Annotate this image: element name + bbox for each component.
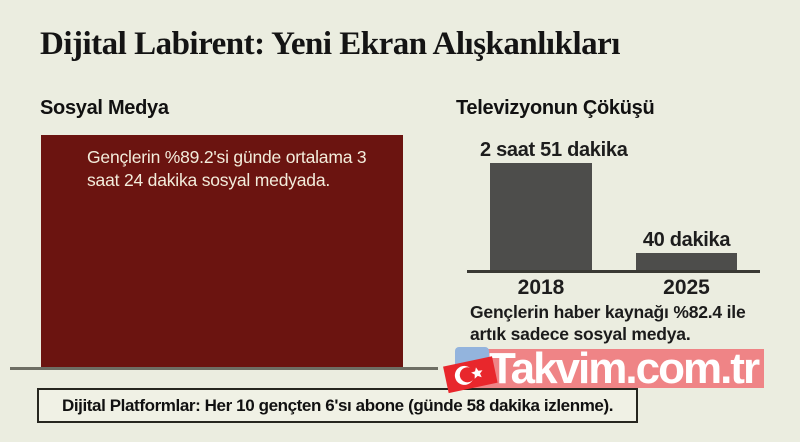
tv-decline-heading: Televizyonun Çöküşü (456, 97, 655, 119)
bar-2025 (636, 253, 737, 270)
year-label-2025: 2025 (663, 276, 710, 299)
bar-value-label-2025: 40 dakika (642, 229, 731, 251)
social-media-bar: Gençlerin %89.2'si günde ortalama 3 saat… (41, 135, 403, 367)
bar-2018 (490, 163, 592, 270)
footer-box-text: Dijital Platformlar: Her 10 gençten 6'sı… (61, 395, 614, 415)
social-media-heading: Sosyal Medya (40, 97, 169, 119)
watermark-text: Takvim.com.tr (463, 347, 765, 391)
turkish-flag-icon (443, 347, 498, 394)
social-media-axis-line (10, 367, 438, 370)
bar-value-label-2018: 2 saat 51 dakika (480, 139, 628, 161)
tv-axis-line (467, 270, 760, 273)
footer-box: Dijital Platformlar: Her 10 gençten 6'sı… (37, 388, 638, 423)
tv-caption: Gençlerin haber kaynağı %82.4 ile artık … (470, 302, 746, 344)
year-label-2018: 2018 (517, 276, 565, 299)
page-title: Dijital Labirent: Yeni Ekran Alışkanlıkl… (40, 26, 620, 62)
social-media-annotation: Gençlerin %89.2'si günde ortalama 3 saat… (87, 147, 367, 191)
